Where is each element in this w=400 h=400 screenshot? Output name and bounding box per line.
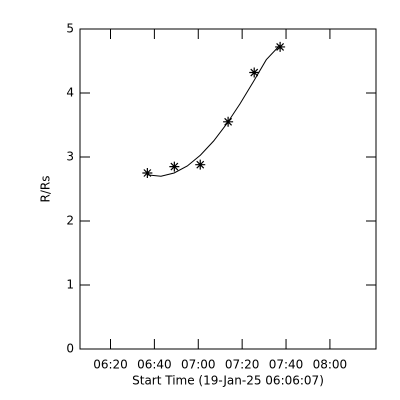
plot-frame — [79, 28, 377, 350]
y-axis-label: R/Rs — [39, 176, 53, 203]
x-tick-label: 07:40 — [269, 358, 304, 372]
data-point — [142, 168, 153, 178]
data-point — [195, 159, 206, 170]
data-point — [249, 67, 260, 78]
y-tick-label: 5 — [66, 22, 74, 36]
x-tick-label: 08:00 — [313, 358, 348, 372]
x-tick-label: 06:40 — [137, 358, 172, 372]
y-tick-label: 0 — [66, 342, 74, 356]
x-tick-label: 07:20 — [225, 358, 260, 372]
y-tick-label: 4 — [66, 86, 74, 100]
data-point — [275, 41, 286, 52]
y-tick-label: 1 — [66, 278, 74, 292]
x-axis-label: Start Time (19-Jan-25 06:06:07) — [132, 374, 324, 388]
fit-curve — [147, 44, 281, 177]
x-tick-label: 06:20 — [93, 358, 128, 372]
x-tick-label: 07:00 — [181, 358, 216, 372]
y-tick-label: 2 — [66, 214, 74, 228]
y-tick-label: 3 — [66, 150, 74, 164]
data-point — [169, 161, 180, 172]
